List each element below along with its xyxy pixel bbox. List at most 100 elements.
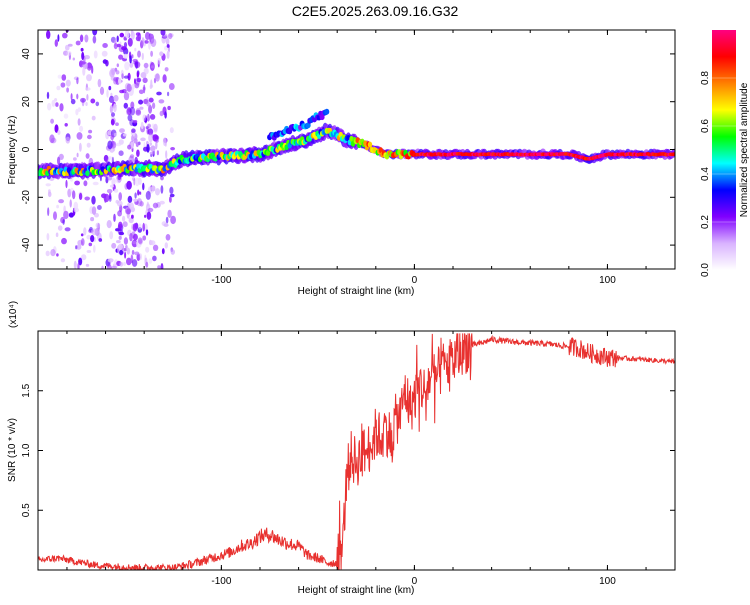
noise-speck [118, 221, 123, 230]
spectrogram-y-axis: -40 -20 0 20 40 [21, 48, 675, 252]
noise-speck [157, 58, 162, 65]
noise-speck [146, 97, 149, 101]
noise-speck [91, 195, 96, 205]
noise-speck [127, 195, 133, 203]
noise-speck [168, 83, 175, 90]
noise-speck [83, 227, 87, 236]
noise-speck [118, 77, 122, 85]
noise-speck [75, 40, 81, 46]
noise-speck [91, 228, 97, 236]
noise-speck [80, 61, 86, 65]
noise-speck [92, 30, 98, 36]
noise-speck [161, 248, 165, 255]
noise-speck [113, 43, 118, 50]
noise-speck [167, 105, 171, 111]
noise-speck [56, 85, 61, 91]
noise-speck [157, 265, 161, 269]
noise-speck [132, 58, 138, 63]
snr-y-label: SNR (10 * v/v) [7, 418, 18, 482]
noise-speck [92, 181, 99, 186]
noise-speck [105, 59, 109, 67]
noise-speck [110, 118, 115, 126]
noise-speck [146, 102, 151, 107]
noise-speck [132, 240, 137, 245]
noise-speck [85, 263, 90, 267]
noise-speck [62, 32, 68, 39]
noise-speck [79, 142, 82, 152]
noise-speck [80, 47, 84, 52]
snr-x-tick-label: -100 [211, 576, 231, 587]
noise-speck [148, 133, 154, 143]
noise-speck [91, 65, 94, 74]
noise-speck [48, 189, 51, 194]
noise-speck [65, 179, 68, 189]
noise-speck [147, 115, 151, 122]
noise-speck [169, 196, 172, 203]
noise-speck [123, 53, 128, 59]
noise-speck [133, 61, 138, 65]
noise-speck [64, 227, 71, 232]
noise-speck [132, 223, 138, 232]
noise-speck [93, 50, 98, 59]
noise-speck [153, 123, 158, 132]
noise-speck [124, 61, 130, 71]
spectrogram-x-tick-label: 100 [599, 275, 616, 286]
noise-speck [134, 177, 140, 187]
colorbar-tick-label: 0.4 [700, 167, 711, 181]
noise-speck [58, 199, 64, 204]
snr-x-tick-label: 100 [599, 576, 616, 587]
noise-speck [141, 52, 144, 61]
noise-speck [121, 73, 124, 80]
noise-speck [60, 258, 66, 263]
noise-speck [146, 143, 150, 153]
noise-speck [136, 149, 140, 157]
noise-speck [131, 214, 134, 219]
noise-speck [86, 142, 91, 148]
noise-speck [123, 75, 130, 79]
noise-speck [167, 209, 172, 218]
noise-speck [167, 91, 170, 97]
noise-speck [142, 77, 148, 84]
noise-speck [118, 231, 125, 236]
noise-speck [108, 95, 115, 103]
noise-speck [61, 74, 67, 81]
noise-speck [135, 35, 141, 42]
noise-speck [129, 55, 132, 64]
noise-speck [131, 54, 134, 59]
noise-speck [60, 82, 66, 88]
noise-speck [50, 249, 56, 257]
noise-speck [45, 183, 51, 187]
noise-speck [55, 102, 59, 107]
noise-speck [115, 122, 119, 126]
noise-speck [165, 38, 170, 45]
noise-speck [148, 258, 153, 264]
noise-speck [81, 238, 85, 246]
noise-speck [86, 234, 91, 240]
noise-speck [127, 144, 132, 150]
noise-speck [145, 261, 149, 268]
noise-speck [113, 132, 117, 137]
noise-speck [156, 91, 162, 96]
noise-speck [49, 134, 55, 144]
noise-speck [87, 134, 92, 140]
noise-speck [75, 108, 79, 116]
noise-speck [56, 204, 59, 209]
noise-speck [111, 67, 116, 76]
noise-speck [152, 102, 156, 109]
noise-speck [170, 147, 176, 151]
noise-speck [166, 44, 170, 48]
noise-speck [124, 30, 130, 39]
noise-speck [73, 207, 80, 213]
noise-speck [121, 46, 128, 51]
noise-speck [90, 217, 95, 222]
noise-speck [111, 112, 115, 117]
spectrogram-y-tick-label: 20 [21, 96, 32, 108]
upper-branch-mark [324, 108, 330, 115]
noise-speck [91, 115, 96, 121]
noise-speck [56, 253, 59, 257]
noise-speck [99, 86, 105, 95]
noise-speck [91, 206, 97, 215]
spectrogram-x-tick-label: -100 [211, 275, 231, 286]
noise-speck [77, 107, 81, 112]
noise-speck [143, 62, 149, 69]
